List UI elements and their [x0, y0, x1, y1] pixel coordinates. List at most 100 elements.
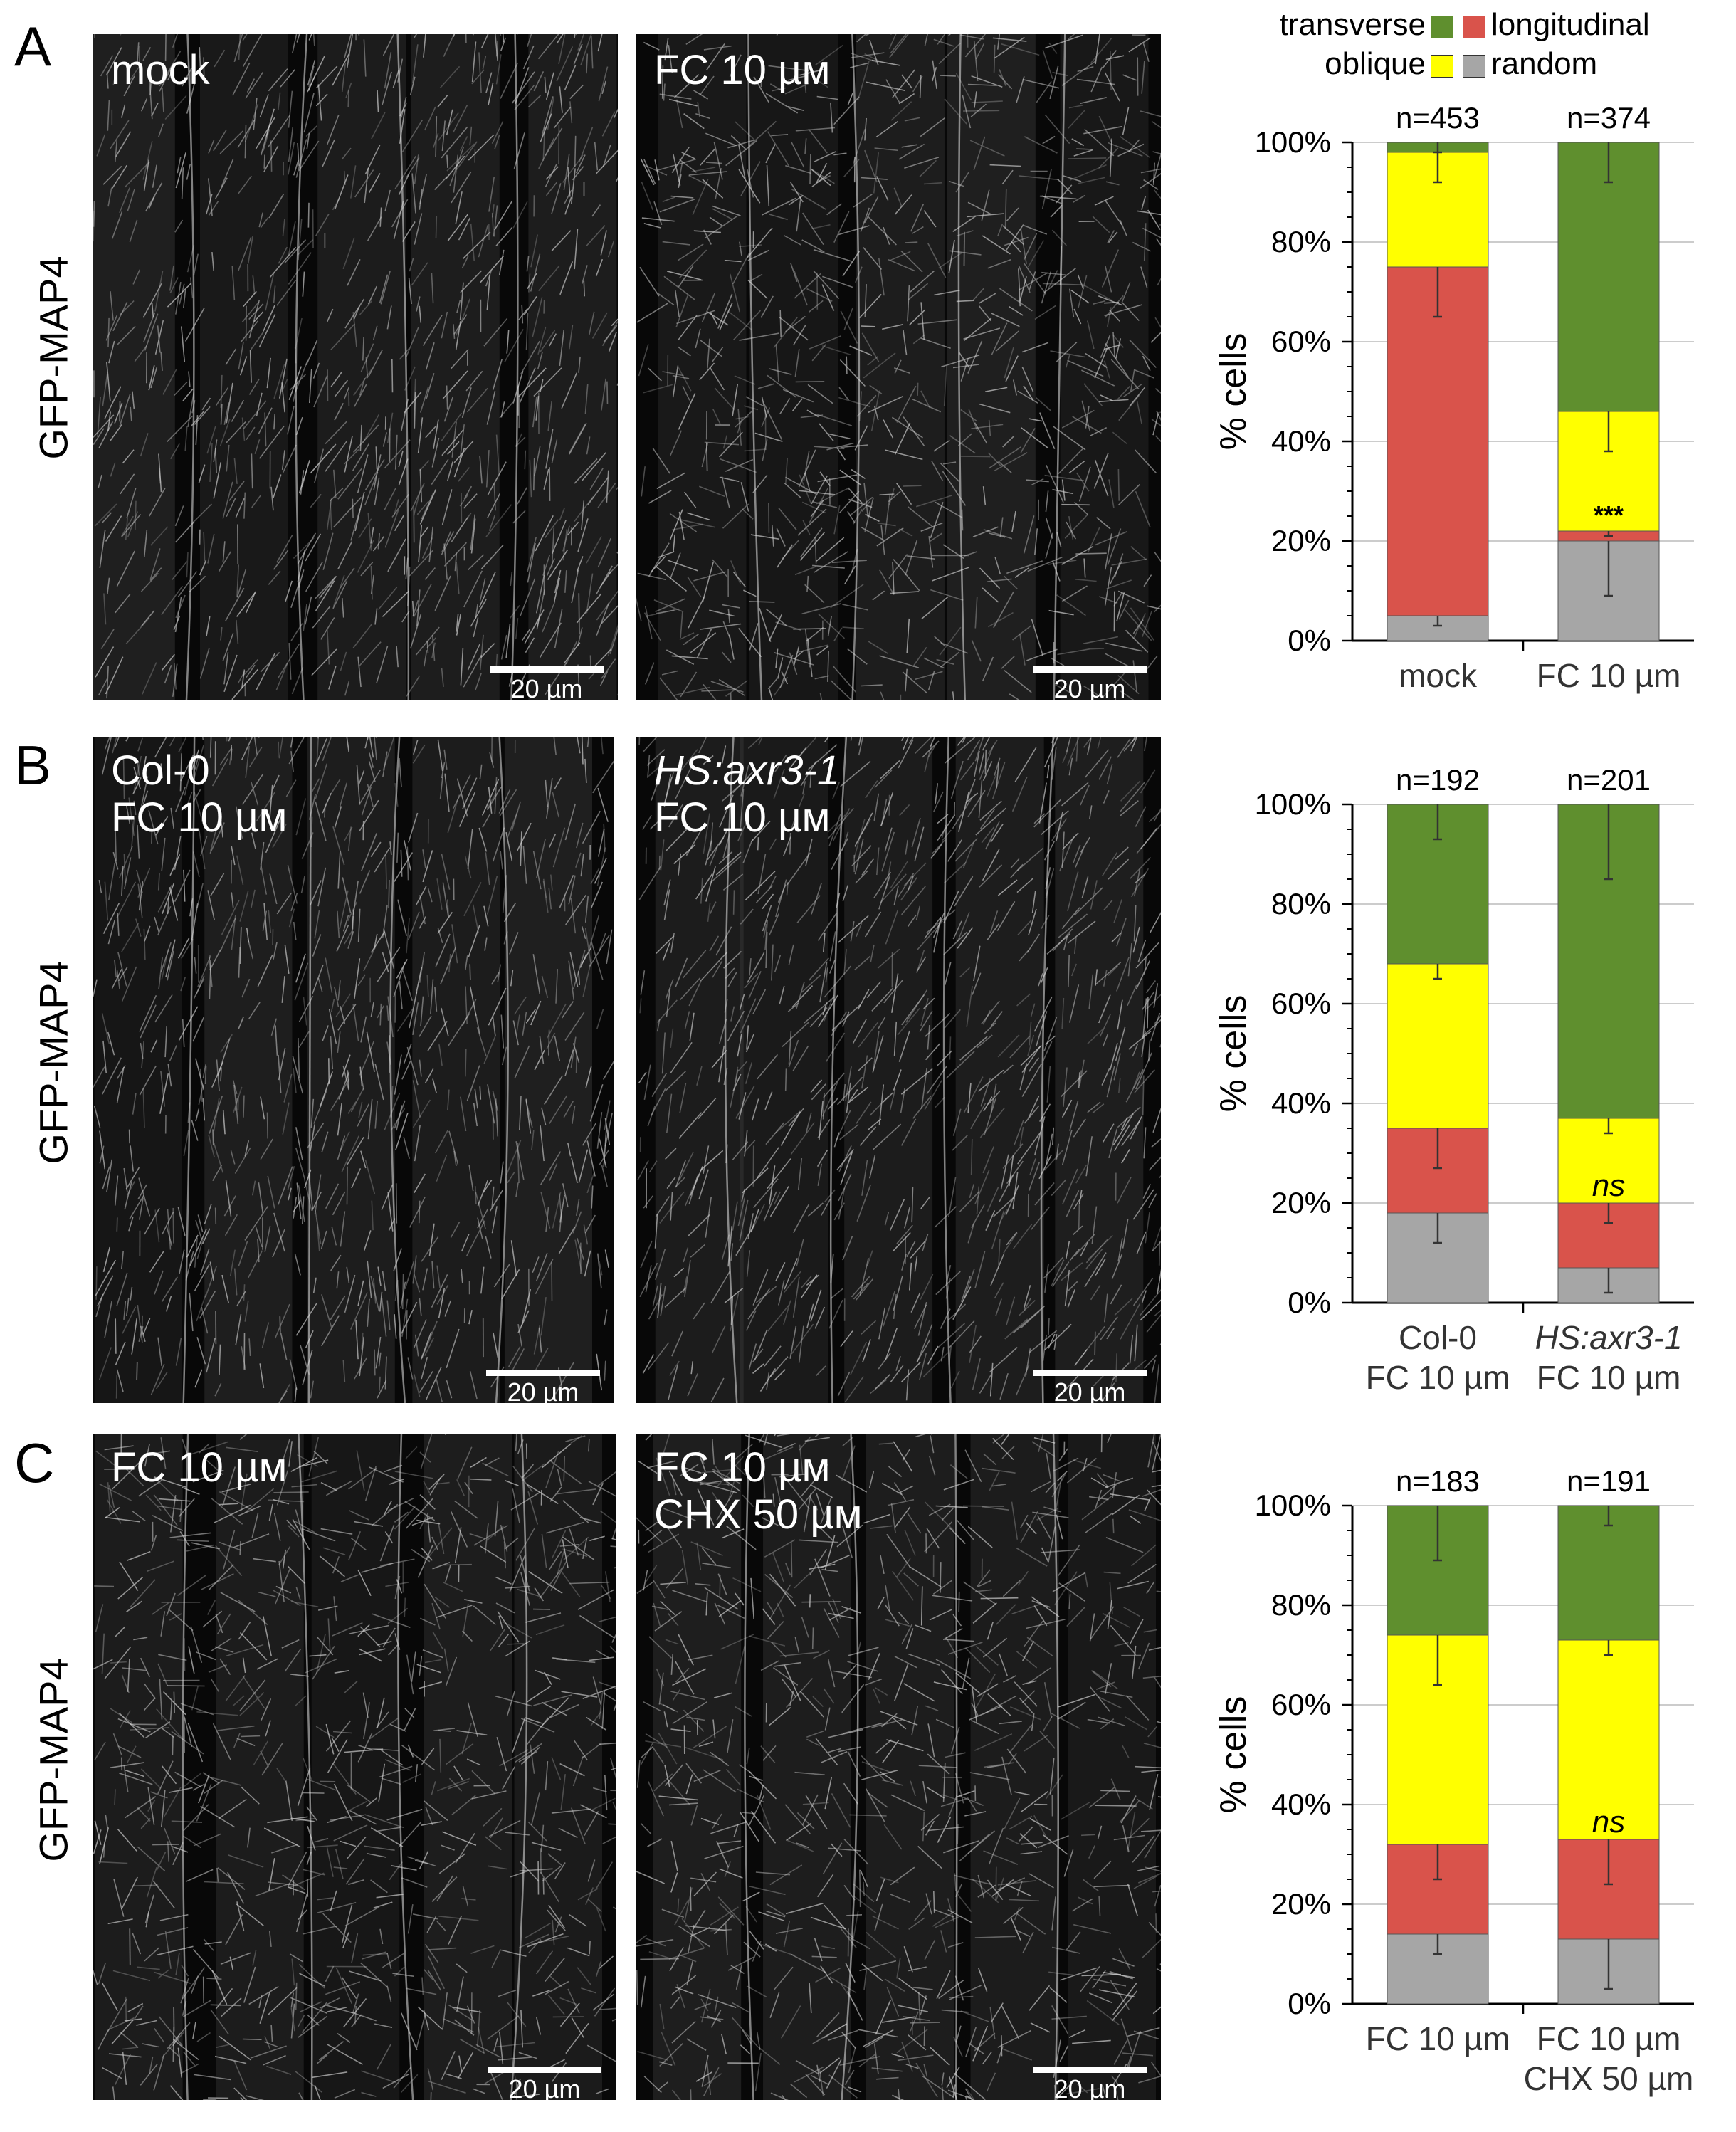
fibre [470, 514, 475, 551]
fibre [1066, 1457, 1097, 1484]
fibre [715, 167, 722, 200]
fibre [767, 374, 796, 398]
fibre [478, 52, 482, 93]
fibre [394, 155, 416, 190]
fibre [132, 755, 142, 793]
fibre [554, 569, 562, 594]
fibre [414, 1334, 419, 1357]
fibre [93, 210, 95, 242]
fibre [288, 127, 294, 162]
fibre [138, 881, 144, 911]
fibre [475, 2044, 501, 2059]
fibre [582, 959, 592, 997]
fibre [665, 826, 690, 852]
fibre [540, 330, 556, 352]
fibre [121, 1674, 130, 1693]
fibre [335, 1848, 344, 1879]
fibre [154, 1476, 186, 1488]
fibre [305, 533, 322, 562]
fibre [117, 1718, 151, 1733]
fibre [555, 969, 558, 1004]
fibre [248, 378, 260, 395]
fibre [252, 275, 256, 295]
fibre [551, 520, 567, 555]
fibre [787, 1002, 799, 1012]
fibre [974, 1251, 986, 1288]
fibre [921, 596, 949, 620]
fibre [260, 216, 269, 229]
fibre [820, 1965, 833, 1984]
fibre [379, 207, 382, 227]
fibre [592, 1483, 604, 1506]
fibre [153, 1476, 179, 1501]
fibre [480, 544, 504, 569]
fibre [470, 598, 488, 627]
fibre [656, 472, 686, 490]
fibre [1147, 1489, 1161, 1506]
fibre [665, 1071, 686, 1092]
fibre [239, 1632, 268, 1661]
fibre [957, 927, 974, 949]
fibre [1001, 1756, 1012, 1795]
fibre [100, 629, 115, 649]
fibre [551, 1757, 562, 1780]
fibre [658, 2061, 673, 2066]
fibre [288, 252, 312, 285]
fibre [510, 572, 513, 587]
fibre [155, 816, 169, 836]
fibre [905, 1369, 910, 1401]
cell-band [93, 34, 175, 700]
fibre [727, 972, 737, 987]
fibre [603, 325, 618, 342]
fibre [1154, 1884, 1161, 1907]
fibre [590, 35, 594, 69]
fibre [448, 953, 451, 972]
fibre [1045, 1482, 1056, 1493]
fibre [696, 1066, 703, 1086]
fibre [890, 1365, 904, 1382]
fibre [807, 1202, 824, 1217]
fibre [748, 970, 762, 999]
fibre [523, 296, 537, 315]
fibre [661, 670, 678, 676]
fibre [1154, 388, 1161, 394]
fibre [755, 1286, 777, 1303]
fibre [1058, 448, 1084, 474]
fibre [99, 1827, 110, 1864]
fibre [814, 537, 817, 564]
fibre [268, 1881, 298, 1886]
fibre [95, 1293, 104, 1318]
fibre [737, 409, 742, 446]
fibre [416, 1664, 441, 1674]
fibre [378, 1352, 382, 1367]
fibre [545, 1207, 549, 1232]
fibre [263, 2054, 286, 2066]
fibre [1106, 1066, 1115, 1098]
fibre [386, 1300, 391, 1330]
fibre [108, 2053, 142, 2058]
fibre [491, 1206, 498, 1234]
fibre [551, 1530, 567, 1559]
fibre [599, 1691, 604, 1719]
fibre [357, 540, 375, 573]
cell-wall [389, 737, 406, 1403]
fibre [512, 1488, 520, 1523]
fibre [1057, 1701, 1086, 1720]
fibre [738, 144, 746, 179]
fibre [142, 756, 147, 771]
fibre [456, 778, 468, 817]
fibre [1108, 1128, 1118, 1159]
fibre [712, 960, 723, 978]
fibre [200, 836, 208, 856]
fibre [894, 194, 912, 215]
fibre [766, 1372, 770, 1390]
fibre [893, 1441, 913, 1472]
fibre [500, 1161, 504, 1184]
fibre [668, 1365, 678, 1400]
fibre [717, 1605, 745, 1619]
fibre [705, 162, 722, 164]
fibre [426, 1527, 453, 1560]
fibre [663, 83, 666, 101]
fibre [316, 1218, 320, 1251]
fibre [1130, 1116, 1142, 1140]
